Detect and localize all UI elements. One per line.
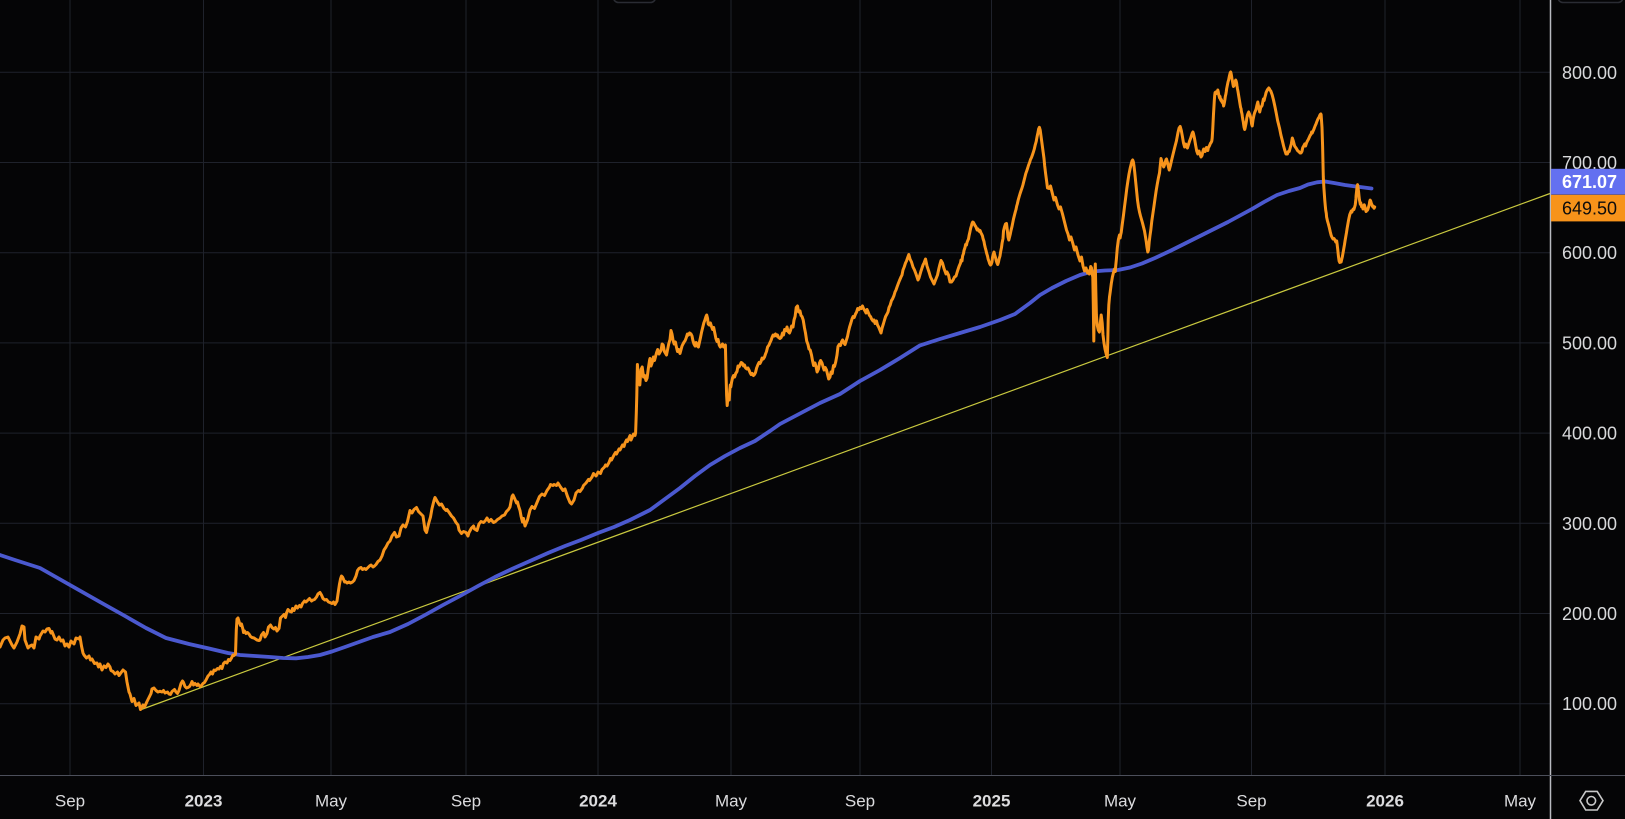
svg-text:May: May	[315, 792, 348, 811]
svg-text:May: May	[715, 792, 748, 811]
svg-text:649.50: 649.50	[1562, 199, 1617, 219]
svg-text:Sep: Sep	[845, 792, 875, 811]
svg-text:Sep: Sep	[1236, 792, 1266, 811]
svg-text:600.00: 600.00	[1562, 243, 1617, 263]
svg-text:100.00: 100.00	[1562, 694, 1617, 714]
svg-text:2025: 2025	[973, 792, 1011, 811]
svg-text:400.00: 400.00	[1562, 424, 1617, 444]
svg-text:200.00: 200.00	[1562, 604, 1617, 624]
svg-text:2026: 2026	[1366, 792, 1404, 811]
svg-text:May: May	[1104, 792, 1137, 811]
svg-text:2023: 2023	[185, 792, 223, 811]
svg-text:500.00: 500.00	[1562, 333, 1617, 353]
svg-text:2024: 2024	[579, 792, 617, 811]
svg-text:700.00: 700.00	[1562, 153, 1617, 173]
svg-text:Sep: Sep	[451, 792, 481, 811]
svg-text:May: May	[1504, 792, 1537, 811]
svg-text:300.00: 300.00	[1562, 514, 1617, 534]
svg-text:671.07: 671.07	[1562, 172, 1617, 192]
svg-text:800.00: 800.00	[1562, 63, 1617, 83]
svg-text:Sep: Sep	[55, 792, 85, 811]
